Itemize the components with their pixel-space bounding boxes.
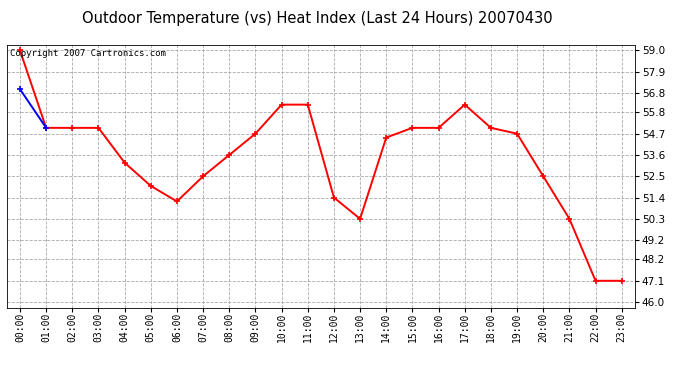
Text: Copyright 2007 Cartronics.com: Copyright 2007 Cartronics.com: [10, 49, 166, 58]
Text: Outdoor Temperature (vs) Heat Index (Last 24 Hours) 20070430: Outdoor Temperature (vs) Heat Index (Las…: [82, 11, 553, 26]
